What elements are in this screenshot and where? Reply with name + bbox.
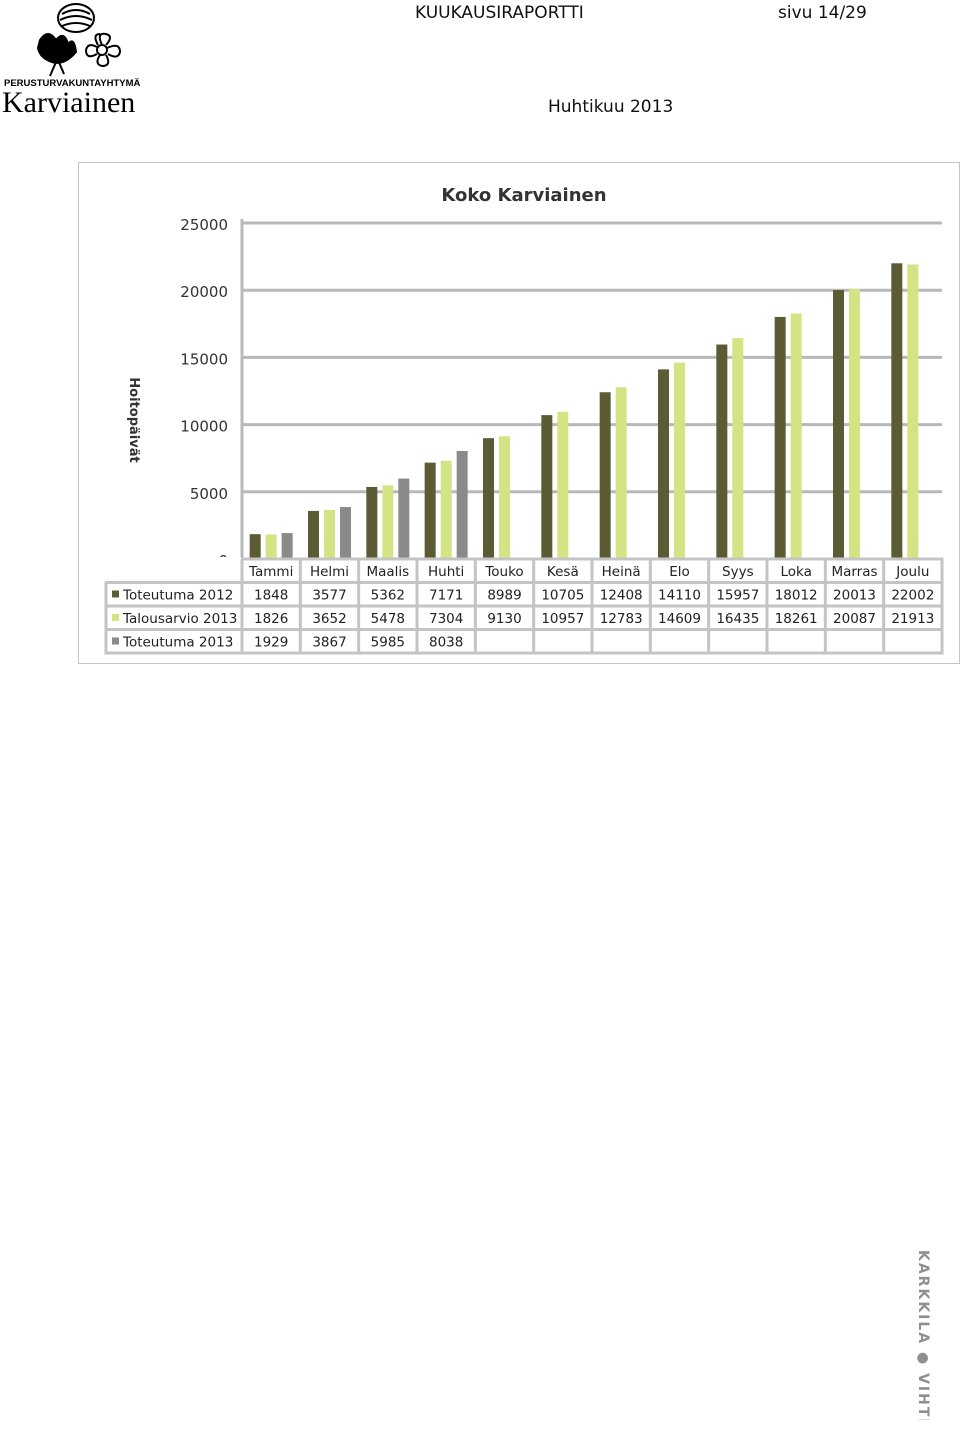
- bar: [541, 415, 553, 559]
- gooseberry-flower-icon: [36, 3, 122, 77]
- y-tick-label: 25000: [180, 216, 228, 234]
- data-label: 8038: [429, 635, 463, 651]
- x-tick-label: Touko: [484, 564, 523, 580]
- data-label: 5985: [371, 635, 405, 651]
- data-label: 1848: [254, 588, 288, 604]
- data-label: 8989: [487, 588, 521, 604]
- org-name: PERUSTURVAKUNTAYHTYMÄ: [4, 78, 140, 89]
- data-table: Tammi Helmi Maalis Huhti Touko Kesä Heinä Elo Sy…: [104, 557, 944, 655]
- legend-entry: Talousarvio 2013: [122, 611, 237, 627]
- x-tick-label: Tammi: [248, 564, 293, 580]
- bar: [440, 460, 452, 559]
- data-label: 10705: [541, 588, 584, 604]
- bar: [716, 344, 728, 559]
- y-tick-label: 10000: [180, 418, 228, 436]
- data-label: 18012: [775, 588, 818, 604]
- x-tick-label: Marras: [831, 564, 877, 580]
- bar: [340, 507, 351, 559]
- data-label: 1929: [254, 635, 288, 651]
- bar: [907, 264, 919, 559]
- data-label: 12783: [600, 611, 643, 627]
- y-tick-label: 20000: [180, 283, 228, 301]
- report-title: KUUKAUSIRAPORTTI: [415, 3, 584, 23]
- page-label: sivu 14/29: [778, 3, 867, 23]
- bar: [324, 509, 335, 559]
- legend-swatch: [112, 590, 119, 598]
- legend-swatch: [112, 614, 119, 621]
- bar: [833, 290, 844, 559]
- data-label: 9130: [487, 611, 521, 627]
- data-label: 12408: [600, 588, 643, 604]
- bar: [774, 316, 786, 559]
- y-tick-label: 15000: [180, 350, 228, 368]
- data-label: 3867: [312, 635, 346, 651]
- data-label: 5478: [371, 611, 405, 627]
- data-label: 16435: [716, 611, 759, 627]
- bar: [424, 462, 436, 559]
- x-tick-label: Elo: [669, 564, 690, 580]
- bar: [674, 362, 685, 559]
- chart: Koko Karviainen Hoitopäivät 050001000015…: [78, 162, 960, 664]
- bar: [658, 369, 669, 559]
- data-label: 3652: [312, 611, 346, 627]
- karviainen-logo: PERUSTURVAKUNTAYHTYMÄ Karviainen: [2, 3, 140, 119]
- side-text: KARKKILA ● VIHTI: [915, 1250, 931, 1420]
- bars: [249, 263, 919, 559]
- bar: [557, 411, 569, 559]
- y-tick-label: 5000: [190, 485, 228, 503]
- gridlines: [240, 219, 942, 559]
- bar: [891, 263, 903, 559]
- bar: [732, 338, 744, 559]
- legend-swatch: [112, 637, 119, 645]
- data-label: 7171: [429, 588, 463, 604]
- org-logo-text: Karviainen: [2, 86, 135, 119]
- y-axis-label: Hoitopäivät: [126, 377, 141, 462]
- data-label: 3577: [312, 588, 346, 604]
- legend-entry: Toteutuma 2013: [122, 635, 233, 651]
- legend-entry: Toteutuma 2012: [122, 588, 233, 604]
- data-label: 14609: [658, 611, 701, 627]
- chart-svg: Koko Karviainen Hoitopäivät 050001000015…: [78, 162, 960, 664]
- data-label: 5362: [371, 588, 405, 604]
- data-label: 10957: [541, 611, 584, 627]
- bar: [265, 534, 277, 559]
- x-tick-label: Loka: [780, 564, 811, 580]
- x-tick-label: Joulu: [895, 564, 929, 580]
- x-tick-label: Maalis: [366, 564, 409, 580]
- data-label: 20013: [833, 588, 876, 604]
- bar: [398, 478, 410, 559]
- bar: [483, 438, 494, 559]
- table-corner: [104, 557, 241, 582]
- bar: [249, 534, 261, 559]
- data-label: 7304: [429, 611, 463, 627]
- bar: [456, 450, 468, 559]
- report-period: Huhtikuu 2013: [548, 97, 674, 117]
- data-label: 1826: [254, 611, 288, 627]
- data-label: 22002: [891, 588, 934, 604]
- bar: [849, 289, 860, 559]
- bar: [790, 313, 802, 559]
- data-label: 20087: [833, 611, 876, 627]
- bar: [308, 510, 319, 559]
- x-tick-label: Heinä: [602, 564, 641, 580]
- x-tick-label: Huhti: [428, 564, 464, 580]
- data-label: 18261: [775, 611, 818, 627]
- bar: [366, 486, 378, 559]
- bar: [615, 387, 627, 559]
- y-tick-labels: 0500010000150002000025000: [180, 216, 228, 570]
- x-tick-label: Kesä: [547, 564, 579, 580]
- bar: [499, 436, 510, 559]
- data-label: 14110: [658, 588, 701, 604]
- x-tick-label: Syys: [722, 564, 754, 580]
- bar: [281, 533, 293, 559]
- side-text-label: KARKKILA ● VIHTI: [915, 1250, 931, 1420]
- bar: [382, 485, 394, 559]
- data-label: 15957: [716, 588, 759, 604]
- chart-title: Koko Karviainen: [441, 185, 606, 206]
- bar: [599, 392, 611, 559]
- x-tick-label: Helmi: [310, 564, 349, 580]
- data-label: 21913: [891, 611, 934, 627]
